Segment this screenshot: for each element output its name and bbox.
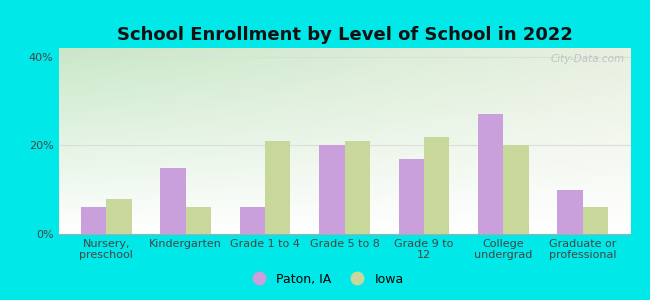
Text: City-Data.com: City-Data.com: [551, 54, 625, 64]
Bar: [478, 114, 503, 234]
Bar: [186, 207, 211, 234]
Bar: [160, 168, 186, 234]
Bar: [398, 159, 424, 234]
Bar: [265, 141, 291, 234]
Bar: [344, 141, 370, 234]
Bar: [106, 199, 131, 234]
Bar: [558, 190, 583, 234]
Title: School Enrollment by Level of School in 2022: School Enrollment by Level of School in …: [116, 26, 573, 44]
Bar: [81, 207, 106, 234]
Bar: [240, 207, 265, 234]
Bar: [319, 146, 344, 234]
Bar: [503, 146, 529, 234]
Legend: Paton, IA, Iowa: Paton, IA, Iowa: [242, 268, 408, 291]
Bar: [583, 207, 608, 234]
Bar: [424, 136, 449, 234]
